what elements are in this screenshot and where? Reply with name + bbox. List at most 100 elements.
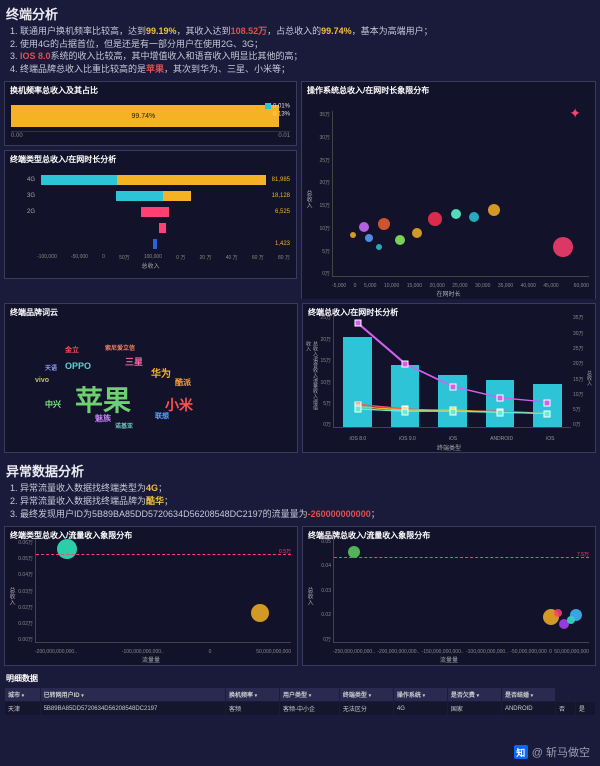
panel-hbar: 换机频率总收入及其占比 0.01%0.13% 99.74% 0.000.01 [4, 81, 297, 146]
ascat2-xaxis: -250,000,000,000..-200,000,000,000..-150… [333, 649, 589, 655]
ascat1-plot: 0.5万 [35, 539, 291, 643]
wordcloud-word: 华为 [151, 365, 171, 380]
mhbar-row: 3G18,128 [11, 188, 290, 204]
scatter-point [365, 234, 373, 242]
combo-marker [544, 399, 551, 406]
wordcloud-word: 中兴 [45, 399, 61, 410]
wordcloud-word: 天语 [45, 363, 57, 372]
hbar-axis: 0.000.01 [11, 131, 290, 139]
scatter-point [378, 218, 390, 230]
scatter-point [57, 539, 77, 559]
hbar-bar: 99.74% [11, 105, 279, 127]
wordcloud-word: 魅族 [95, 413, 111, 424]
scatter-point [428, 212, 442, 226]
combo-xaxis: iOS 8.0iOS 9.0iOSANDROIDiOS [333, 436, 571, 442]
table-header[interactable]: 用户类型 ▾ [280, 688, 340, 702]
ascat2-yaxis: 0万0.020.030.040.05 [309, 539, 331, 643]
zhihu-logo-icon: 知 [514, 745, 528, 759]
scatter-point [469, 212, 479, 222]
bullet-item: 联通用户换机频率比较高，达到99.19%，其收入达到108.52万，占总收入的9… [20, 25, 594, 38]
hbar-legend: 0.01%0.13% [265, 103, 290, 119]
table-header[interactable]: 换机频率 ▾ [226, 688, 280, 702]
wordcloud-word: 酷派 [175, 377, 191, 388]
panel-mhbar: 终端类型总收入/在网时长分析 4G81,9853G18,1282G6,525 1… [4, 150, 297, 279]
watermark: 知 @ 斩马做空 [0, 744, 600, 760]
wordcloud-title: 终端品牌词云 [5, 304, 297, 321]
ascat2-xlabel: 流量量 [440, 655, 458, 664]
scatter-point [350, 232, 356, 238]
wordcloud-word: vivo [35, 377, 49, 384]
scatter-point [251, 604, 269, 622]
wordcloud-word: OPPO [65, 361, 91, 371]
bullet-item: 使用4G的占据首位，但是还是有一部分用户在使用2G、3G； [20, 38, 594, 51]
scatter-point [553, 237, 573, 257]
combo-plot [333, 314, 571, 428]
table-header[interactable]: 城市 ▾ [5, 688, 41, 702]
panel-scatter-os: 操作系统总收入/在网时长象限分布 ✦ 总收入 0万5万10万15万20万25万3… [301, 81, 596, 299]
scatter-point [554, 609, 562, 617]
scatter-point [376, 244, 382, 250]
wordcloud-word: 联想 [155, 411, 169, 421]
mhbar-row: 2G6,525 [11, 204, 290, 220]
table-header[interactable]: 是否结婚 ▾ [501, 688, 555, 702]
combo-xlabel: 终端类型 [437, 443, 461, 452]
wordcloud-word: 三星 [125, 355, 143, 368]
scatter-point [359, 222, 369, 232]
bullet-item: IOS 8.0系统的收入比较高，其中增值收入和语音收入明显比其他的高； [20, 50, 594, 63]
wordcloud-word: 金立 [65, 345, 79, 355]
combo-marker [449, 383, 456, 390]
scatter-point [395, 235, 405, 245]
panel-ascat-type: 终端类型总收入/流量收入象限分布 总收入 0.00万0.02万0.02万0.03… [4, 526, 298, 666]
combo-marker [402, 408, 409, 415]
table-title: 明细数据 [4, 670, 596, 687]
section1-title: 终端分析 [0, 0, 600, 25]
detail-table: 城市 ▾已转网用户ID ▾换机频率 ▾用户类型 ▾终端类型 ▾操作系统 ▾是否欠… [4, 687, 596, 716]
bullet-item: 最终发现用户ID为5B89BA85DD5720634D56208548DC219… [20, 508, 594, 521]
ascat1-xlabel: 流量量 [142, 655, 160, 664]
panel-hbar-title: 换机频率总收入及其占比 [5, 82, 296, 99]
combo-yaxis-r: 0万5万10万15万20万25万30万35万 [573, 314, 593, 428]
mhbar-row: 1,423 [11, 236, 290, 252]
table-header[interactable]: 是否欠费 ▾ [447, 688, 501, 702]
table-row[interactable]: 天津5B89BA85DD5720634D56208548DC2197客频客频-中… [5, 702, 596, 716]
bullet-item: 异常流量收入数据找终端类型为4G； [20, 482, 594, 495]
combo-marker [354, 406, 361, 413]
combo-marker [544, 410, 551, 417]
wordcloud-word: 索尼爱立信 [105, 343, 135, 352]
ascat1-xaxis: -200,000,000,000..-100,000,000,000..050,… [35, 649, 291, 655]
table-header[interactable]: 已转网用户ID ▾ [40, 688, 225, 702]
table-header[interactable]: 操作系统 ▾ [393, 688, 447, 702]
panel-wordcloud: 终端品牌词云 苹果小米华为三星OPPO酷派魅族中兴联想金立vivo诺基亚索尼爱立… [4, 303, 298, 453]
section2-bullets: 异常流量收入数据找终端类型为4G；异常流量收入数据找终端品牌为酷华；最终发现用户… [0, 482, 600, 526]
scatter-point [451, 209, 461, 219]
combo-marker [402, 361, 409, 368]
watermark-text: @ 斩马做空 [532, 744, 590, 760]
panel-mhbar-title: 终端类型总收入/在网时长分析 [5, 151, 296, 168]
panel-ascat-brand: 终端品牌总收入/流量收入象限分布 总收入 0万0.020.030.040.05 … [302, 526, 596, 666]
bullet-item: 异常流量收入数据找终端品牌为酷华； [20, 495, 594, 508]
combo-marker [496, 409, 503, 416]
wordcloud-word: 诺基亚 [115, 421, 133, 430]
section2-title: 异常数据分析 [0, 457, 600, 482]
mhbar-row: 4G81,985 [11, 172, 290, 188]
ascat1-yaxis: 0.00万0.02万0.02万0.03万0.04万0.05万0.06万 [11, 539, 33, 643]
combo-marker [496, 395, 503, 402]
mhbar-row [11, 220, 290, 236]
scatter-os-plot [332, 111, 589, 277]
combo-marker [354, 320, 361, 327]
table-header[interactable]: 终端类型 ▾ [339, 688, 393, 702]
bullet-item: 终端品牌总收入比重比较高的是苹果，其次到华为、三星、小米等； [20, 63, 594, 76]
ascat2-plot: 7.5万 [333, 539, 589, 643]
scatter-point [488, 204, 500, 216]
combo-marker [449, 408, 456, 415]
panel-combo: 终端总收入/在网时长分析 总收入/语音收入/流量收入/增值收入 总收入 0万5万… [302, 303, 596, 453]
wordcloud-word: 小米 [165, 395, 193, 415]
combo-yaxis-l: 0万5万10万15万20万25万 [309, 314, 331, 428]
scatter-os-xlabel: 在网时长 [436, 289, 460, 298]
scatter-point [412, 228, 422, 238]
scatter-os-title: 操作系统总收入/在网时长象限分布 [302, 82, 595, 99]
section1-bullets: 联通用户换机频率比较高，达到99.19%，其收入达到108.52万，占总收入的9… [0, 25, 600, 81]
mhbar-body: 4G81,9853G18,1282G6,525 1,423-100,000-50… [5, 168, 296, 278]
scatter-point [570, 609, 582, 621]
scatter-os-yaxis: 0万5万10万15万20万25万30万35万 [308, 111, 330, 277]
